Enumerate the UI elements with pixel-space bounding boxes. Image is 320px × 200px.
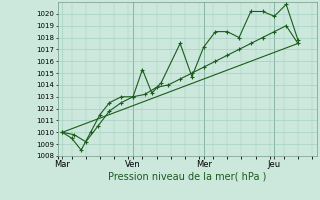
X-axis label: Pression niveau de la mer( hPa ): Pression niveau de la mer( hPa ) xyxy=(108,172,266,182)
